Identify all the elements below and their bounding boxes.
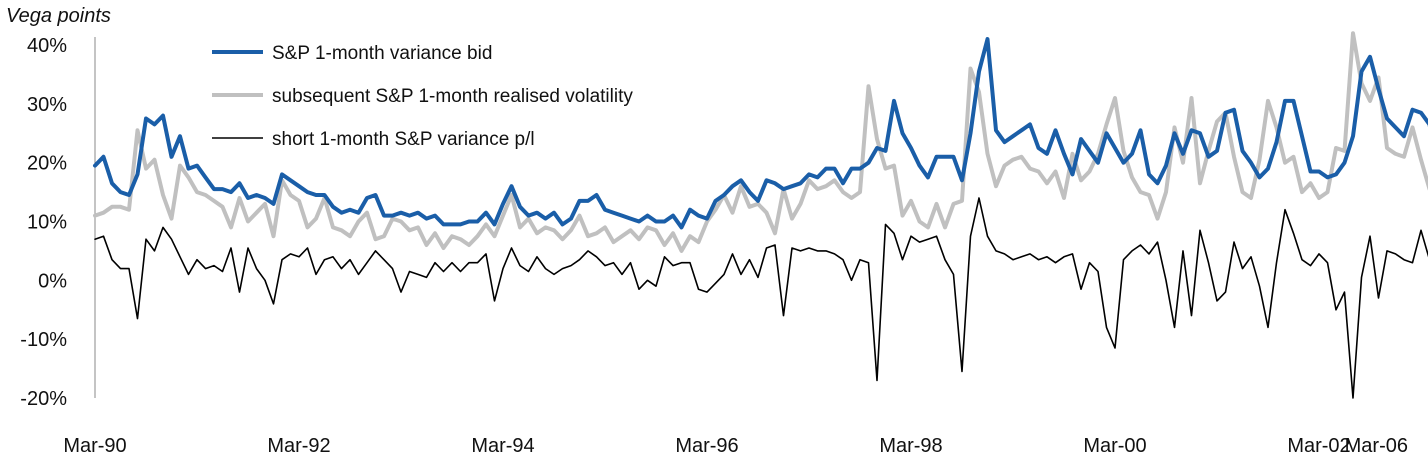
y-tick-labels: 40% 30% 20% 10% 0% -10% -20% xyxy=(20,35,67,410)
y-tick-label: 30% xyxy=(27,94,67,116)
x-tick-labels: Mar-90 Mar-92 Mar-94 Mar-96 Mar-98 Mar-00 Mar-… xyxy=(63,435,1408,457)
y-tick-label: 0% xyxy=(38,270,67,292)
legend: S&P 1-month variance bid subsequent S&P 1… xyxy=(212,43,633,150)
y-tick-label: 10% xyxy=(27,212,67,234)
x-tick-label: Mar-02 xyxy=(1287,435,1350,457)
x-tick-label: Mar-06 xyxy=(1345,435,1408,457)
legend-label: subsequent S&P 1-month realised volatili… xyxy=(272,86,633,107)
x-tick-label: Mar-94 xyxy=(471,435,534,457)
x-tick-label: Mar-98 xyxy=(879,435,942,457)
legend-label: S&P 1-month variance bid xyxy=(272,43,492,64)
legend-label: short 1-month S&P variance p/l xyxy=(272,129,535,150)
x-tick-label: Mar-92 xyxy=(267,435,330,457)
y-tick-label: -20% xyxy=(20,388,67,410)
variance-pl-line xyxy=(94,197,1428,399)
variance-bid-line xyxy=(93,37,1428,230)
y-tick-label: 20% xyxy=(27,153,67,175)
x-tick-label: Mar-96 xyxy=(675,435,738,457)
realised-vol-line xyxy=(93,31,1428,253)
y-tick-label: -10% xyxy=(20,329,67,351)
y-tick-label: 40% xyxy=(27,35,67,57)
x-tick-label: Mar-00 xyxy=(1083,435,1146,457)
series-lines xyxy=(93,31,1428,399)
x-tick-label: Mar-90 xyxy=(63,435,126,457)
y-axis-label: Vega points xyxy=(6,5,111,27)
